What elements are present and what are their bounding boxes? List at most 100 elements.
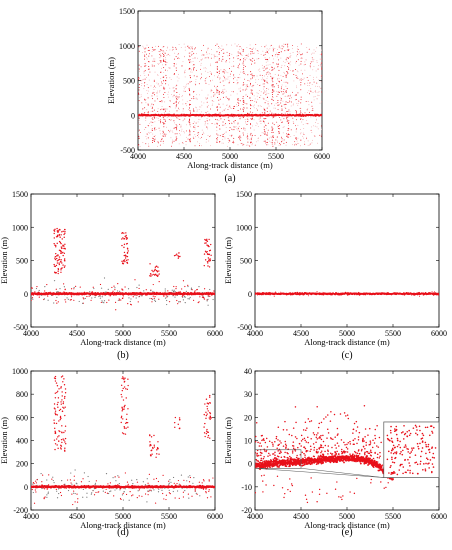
data-point [173,285,175,288]
data-point [148,68,150,70]
data-point [229,120,231,122]
data-point [175,47,177,49]
data-point [157,441,159,443]
data-point [300,54,302,56]
data-point [247,53,249,55]
data-point [321,123,322,125]
data-point [258,79,259,80]
data-point [249,97,251,99]
data-point [259,117,261,119]
data-point [259,84,261,86]
data-point [286,56,288,58]
data-point [419,293,421,295]
data-point [276,52,278,54]
data-point [297,46,298,47]
data-point [165,83,167,85]
data-point [54,443,57,445]
data-point [176,57,178,59]
data-point [128,297,130,299]
data-point [280,99,282,101]
data-point [89,291,91,293]
data-point [201,53,203,55]
data-point [285,81,287,83]
data-point [171,94,172,95]
data-point [86,492,88,494]
data-point [309,82,311,84]
data-point [165,110,167,112]
data-point [167,70,168,72]
data-point [208,259,210,262]
data-point [207,111,209,113]
data-point [159,57,161,59]
data-point [60,438,63,441]
data-point [158,127,160,129]
data-point [314,96,316,97]
data-point [239,118,241,120]
data-point [321,61,322,63]
data-point [204,250,207,253]
data-point [153,446,156,448]
data-point [273,90,275,92]
data-point [271,143,273,145]
data-point [151,46,153,48]
data-point [216,85,218,87]
data-point [320,125,322,127]
data-point [59,430,61,433]
data-point [175,105,177,107]
data-point [211,74,212,76]
data-point [138,84,140,86]
data-point [294,293,296,295]
data-point [306,119,308,121]
data-point [251,118,253,120]
data-point [288,120,290,122]
data-point [208,490,210,492]
data-point [239,52,241,54]
data-point [303,133,305,135]
data-point [266,82,268,84]
data-point [211,100,213,102]
data-point [154,502,157,504]
data-point [152,110,154,112]
data-point [267,129,269,131]
data-point [121,396,123,398]
data-point [200,59,202,61]
data-point [151,298,153,300]
data-point [173,87,174,89]
data-point [163,87,165,89]
data-point [182,120,184,122]
data-point [125,236,127,238]
data-point [278,104,280,106]
data-point [154,117,156,119]
data-point [190,61,192,63]
data-point [319,102,321,104]
data-point [243,129,245,131]
data-point [292,45,294,47]
data-point [121,494,124,496]
data-point [60,403,62,405]
data-point [225,127,227,128]
data-point [54,257,56,259]
data-point [339,294,341,296]
data-point [247,112,249,114]
data-point [58,249,61,251]
data-point [211,89,213,91]
data-point [193,69,194,71]
data-point [316,60,318,62]
data-point [138,46,140,48]
data-point [69,299,71,301]
data-point [283,89,285,90]
data-point [178,77,180,79]
data-point [288,62,290,64]
data-point [304,293,306,295]
data-point [54,408,56,410]
data-point [76,493,78,495]
data-point [189,61,191,63]
data-point [206,238,208,241]
data-point [154,121,156,123]
data-point [181,142,183,144]
data-point [265,67,267,69]
data-point [242,58,244,60]
data-point [80,481,83,483]
data-point [205,113,207,115]
data-point [147,104,149,106]
